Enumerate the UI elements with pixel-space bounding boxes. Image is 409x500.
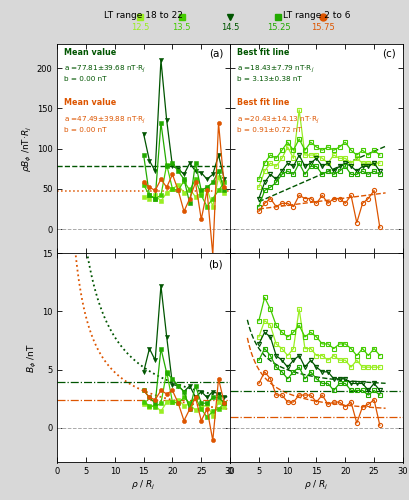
Text: a =77.81±39.68 nT·R$_j$
b = 0.00 nT: a =77.81±39.68 nT·R$_j$ b = 0.00 nT [64, 64, 146, 82]
Text: LT range 2 to 6: LT range 2 to 6 [283, 11, 350, 20]
X-axis label: $\rho$ / $R_j$: $\rho$ / $R_j$ [131, 479, 156, 492]
Text: Mean value: Mean value [64, 48, 117, 57]
Y-axis label: $\rho B_\phi$ /nT·$R_j$: $\rho B_\phi$ /nT·$R_j$ [21, 126, 34, 172]
Y-axis label: $B_\phi$ /nT: $B_\phi$ /nT [26, 343, 39, 372]
Text: a =18.43±7.79 nT·R$_j$
b = 3.13±0.38 nT: a =18.43±7.79 nT·R$_j$ b = 3.13±0.38 nT [237, 64, 315, 82]
Text: (b): (b) [209, 260, 223, 270]
Text: Mean value: Mean value [64, 98, 117, 108]
Text: 15.75: 15.75 [312, 22, 335, 32]
X-axis label: $\rho$ / $R_j$: $\rho$ / $R_j$ [304, 479, 329, 492]
Text: 14.5: 14.5 [221, 22, 239, 32]
Text: (a): (a) [209, 48, 223, 58]
Text: a =47.49±39.88 nT·R$_j$
b = 0.00 nT: a =47.49±39.88 nT·R$_j$ b = 0.00 nT [64, 114, 146, 132]
Text: Best fit line: Best fit line [237, 98, 289, 108]
Text: Best fit line: Best fit line [237, 48, 289, 57]
Text: 13.5: 13.5 [173, 22, 191, 32]
Text: a =20.43±14.13 nT·R$_j$
b = 0.91±0.72 nT: a =20.43±14.13 nT·R$_j$ b = 0.91±0.72 nT [237, 114, 319, 132]
Text: 15.25: 15.25 [267, 22, 290, 32]
Text: LT range 18 to 22: LT range 18 to 22 [104, 11, 183, 20]
Text: 12.5: 12.5 [131, 22, 149, 32]
Text: (c): (c) [382, 48, 396, 58]
